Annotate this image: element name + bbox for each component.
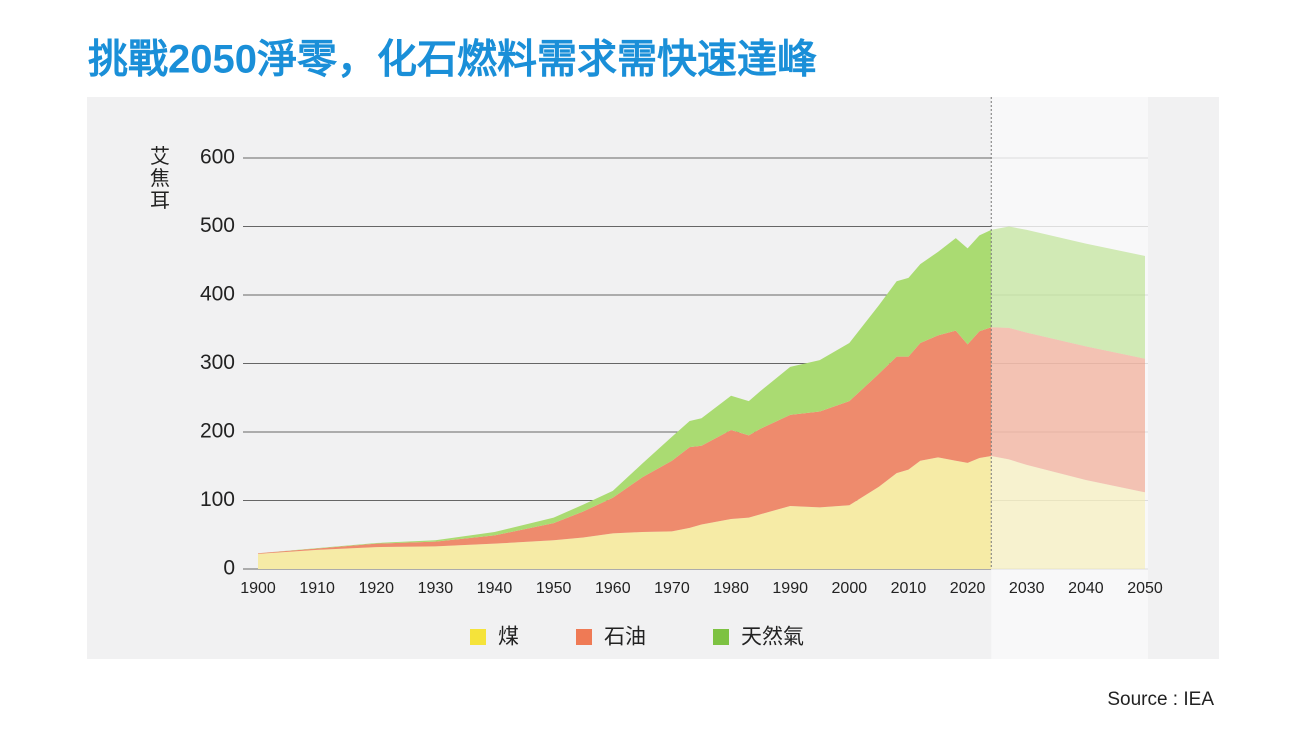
chart-title: 挑戰2050淨零，化石燃料需求需快速達峰 (88, 38, 817, 82)
x-tick-label: 1980 (713, 580, 749, 597)
x-tick-label: 1940 (477, 580, 513, 597)
x-tick-label: 1990 (772, 580, 808, 597)
x-tick-label: 2030 (1009, 580, 1045, 597)
x-tick-label: 1900 (240, 580, 276, 597)
legend-label: 煤 (498, 626, 519, 649)
x-tick-label: 1930 (418, 580, 454, 597)
x-tick-label: 2010 (891, 580, 927, 597)
x-tick-label: 1960 (595, 580, 631, 597)
y-tick-label: 400 (200, 283, 235, 306)
projected-area (991, 455, 1145, 569)
legend-label: 石油 (604, 626, 646, 649)
legend-swatch (470, 629, 486, 645)
source: Source : IEA (1107, 689, 1214, 710)
y-tick-label: 100 (200, 488, 235, 511)
projected-area (991, 226, 1145, 359)
y-tick-label: 200 (200, 420, 235, 443)
projected-area (991, 327, 1145, 493)
legend-swatch (713, 629, 729, 645)
x-tick-label: 2050 (1127, 580, 1163, 597)
x-tick-label: 1910 (299, 580, 335, 597)
area (258, 229, 992, 554)
x-tick-label: 1950 (536, 580, 572, 597)
x-tick-label: 1970 (654, 580, 690, 597)
area (258, 455, 992, 569)
x-tick-label: 2020 (950, 580, 986, 597)
legend-swatch (576, 629, 592, 645)
y-axis-label: 艾焦耳 (150, 145, 170, 212)
legend-label: 天然氣 (741, 626, 804, 649)
y-tick-label: 0 (223, 557, 235, 580)
y-tick-label: 500 (200, 214, 235, 237)
x-tick-label: 1920 (358, 580, 394, 597)
x-tick-label: 2040 (1068, 580, 1104, 597)
y-tick-label: 300 (200, 351, 235, 374)
x-tick-label: 2000 (832, 580, 868, 597)
area (258, 327, 992, 554)
y-tick-label: 600 (200, 146, 235, 169)
